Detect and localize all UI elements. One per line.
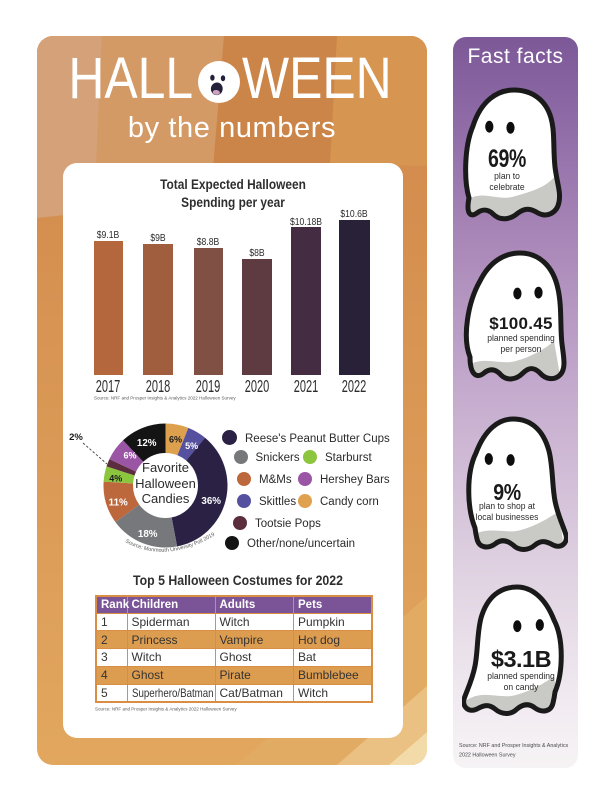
- svg-text:6%: 6%: [169, 435, 182, 445]
- svg-text:36%: 36%: [201, 496, 221, 507]
- svg-text:5%: 5%: [185, 441, 198, 451]
- svg-text:18%: 18%: [138, 529, 158, 540]
- svg-text:2%: 2%: [69, 432, 83, 443]
- svg-text:6%: 6%: [123, 451, 136, 461]
- svg-text:11%: 11%: [109, 498, 128, 509]
- svg-text:12%: 12%: [137, 438, 157, 449]
- svg-text:4%: 4%: [109, 474, 122, 484]
